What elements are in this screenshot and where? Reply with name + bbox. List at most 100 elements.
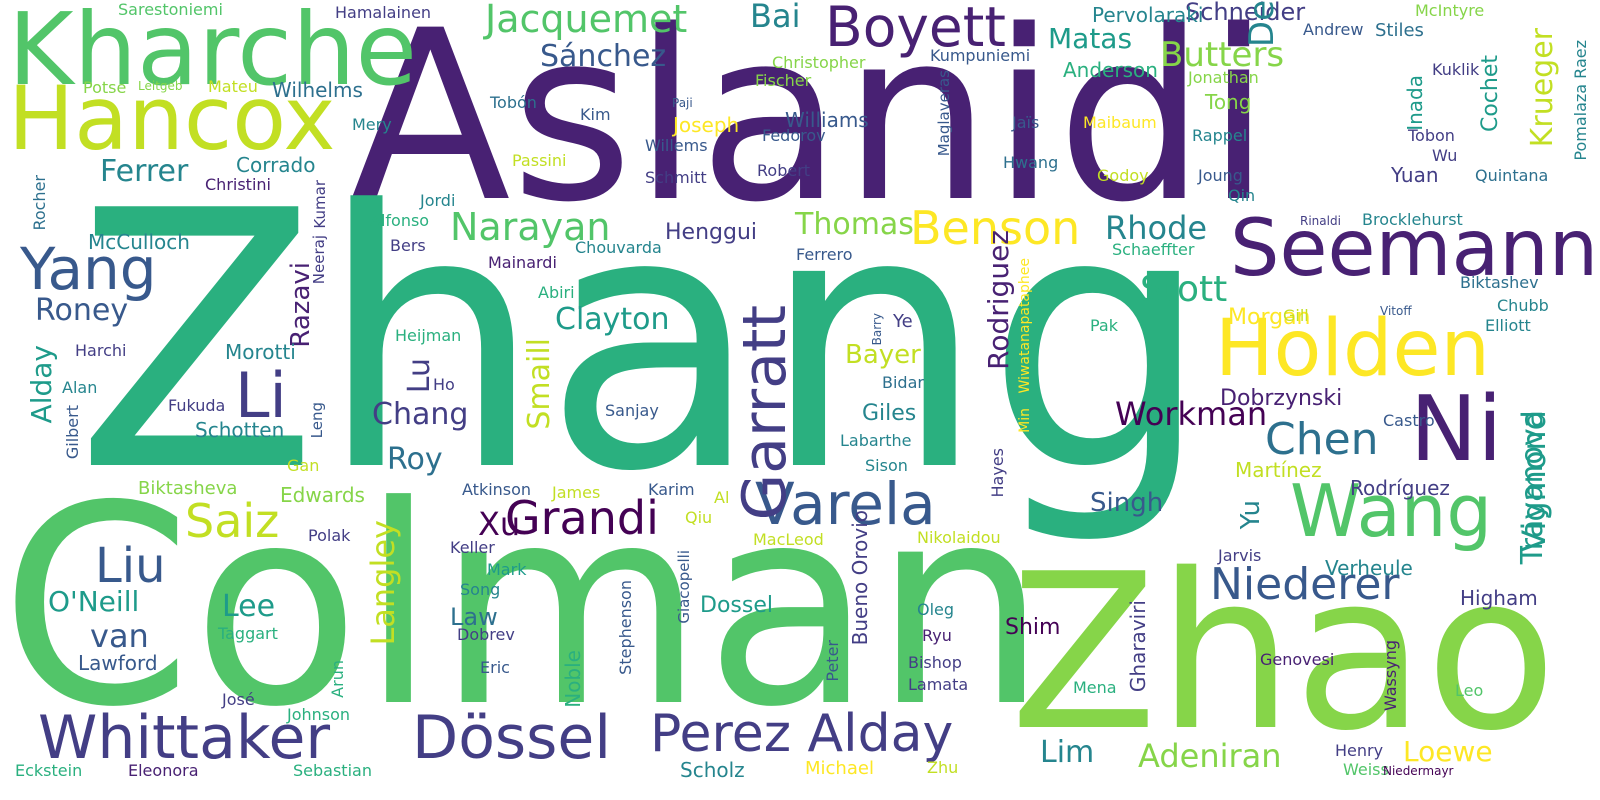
word: Mark xyxy=(487,560,527,579)
word: Jordi xyxy=(420,191,456,210)
word: Ferrero xyxy=(796,245,853,264)
word: Morotti xyxy=(225,340,296,364)
word: Atkinson xyxy=(462,480,532,499)
word: Mainardi xyxy=(488,253,557,272)
word: Christopher xyxy=(772,53,866,72)
word: O'Neill xyxy=(48,585,140,618)
word: McCulloch xyxy=(88,230,190,254)
word: Dössel xyxy=(412,703,612,773)
word: Polak xyxy=(308,526,351,545)
word: Heijman xyxy=(395,326,462,345)
word: Loewe xyxy=(1403,735,1493,768)
word: Leo xyxy=(1455,681,1484,700)
word: Dobrev xyxy=(457,625,515,644)
word: Stephenson xyxy=(616,580,635,675)
word: Ye xyxy=(893,311,913,332)
word: Wu xyxy=(1432,146,1458,165)
word: Whittaker xyxy=(38,703,331,773)
word: Andrew xyxy=(1303,20,1364,39)
word: Anderson xyxy=(1063,58,1158,82)
word: Abiri xyxy=(538,283,575,302)
word: Bayer xyxy=(845,340,921,370)
word: Holden xyxy=(1215,304,1490,394)
word: Eckstein xyxy=(15,761,83,780)
word: Bers xyxy=(390,236,426,255)
word: Eleonora xyxy=(128,761,199,780)
word: Sarestoniemi xyxy=(118,0,223,19)
word: Matas xyxy=(1048,22,1133,55)
word: Xu xyxy=(478,505,521,543)
word: Stott xyxy=(1140,269,1228,310)
word: Corrado xyxy=(236,153,316,177)
word: Chubb xyxy=(1497,296,1549,315)
word: Schaeffter xyxy=(1112,240,1195,259)
word: Eric xyxy=(480,658,510,677)
word: MacLeod xyxy=(753,530,824,549)
word: Dossel xyxy=(700,593,773,618)
word: Zhu xyxy=(927,758,959,777)
word: Leng xyxy=(308,402,326,439)
word: Higham xyxy=(1460,586,1538,610)
word: Benson xyxy=(910,201,1081,255)
word: Noble xyxy=(561,650,585,708)
word: Taggart xyxy=(218,624,278,643)
word: Potse xyxy=(83,78,127,97)
word: Oleg xyxy=(917,600,955,619)
word: Ho xyxy=(433,375,455,394)
word: Bai xyxy=(750,0,801,35)
word: Stiles xyxy=(1375,20,1424,41)
word: Vitoff xyxy=(1380,304,1412,318)
word: Rappel xyxy=(1192,126,1248,145)
word: Barry xyxy=(870,313,884,346)
word: Kumpuniemi xyxy=(930,46,1031,65)
word: Rinaldi xyxy=(1300,214,1341,228)
word: Law xyxy=(450,603,498,631)
word: van xyxy=(90,617,149,655)
word: Genovesi xyxy=(1260,650,1335,669)
word: Wilhelms xyxy=(272,78,363,102)
word: Li xyxy=(235,359,287,432)
word: Lee xyxy=(222,589,276,624)
word: Yu xyxy=(1236,500,1266,530)
word: Bidar xyxy=(882,373,924,392)
word: Neeraj xyxy=(310,235,328,285)
word: Schmitt xyxy=(645,168,707,187)
word: Min xyxy=(1017,408,1033,433)
word: Niedermayr xyxy=(1383,764,1454,778)
word: Hamalainen xyxy=(335,3,432,22)
word: Wassyng xyxy=(1381,640,1400,712)
word: Tobón xyxy=(490,93,537,112)
word: Sison xyxy=(865,456,908,475)
word: Labarthe xyxy=(840,431,912,450)
word: Willems xyxy=(645,136,708,155)
word: Tong xyxy=(1205,90,1252,114)
word: Pak xyxy=(1090,316,1118,335)
word: Gan xyxy=(287,456,320,475)
word: Zhang xyxy=(75,135,1212,549)
word: Cochet xyxy=(1478,55,1503,133)
word: Alday xyxy=(25,345,58,424)
word: Rodríguez xyxy=(1350,476,1450,500)
word: Jarvis xyxy=(1218,546,1262,565)
word: Qiu xyxy=(685,508,713,527)
word: Shim xyxy=(1005,615,1061,640)
word: Pervolaraki xyxy=(1092,3,1204,27)
word: Garratt xyxy=(730,305,800,521)
word: Lawford xyxy=(78,651,158,675)
word: Perez Alday xyxy=(650,704,954,764)
word: Adeniran xyxy=(1138,737,1282,775)
word: Passini xyxy=(512,151,567,170)
word: Mery xyxy=(352,115,392,134)
word: Elliott xyxy=(1485,316,1531,335)
word: Singh xyxy=(1090,488,1164,518)
word: Michael xyxy=(805,758,874,779)
word: Biktashev xyxy=(1460,273,1539,292)
word: Henry xyxy=(1335,741,1384,760)
word: Hancox xyxy=(8,67,336,170)
word: Arun xyxy=(328,660,347,698)
word: Colman xyxy=(0,447,1048,767)
word: Kharche xyxy=(8,0,418,108)
word: Ferrer xyxy=(100,154,189,189)
word: Chang xyxy=(372,397,469,432)
word: Hayes xyxy=(988,448,1007,498)
